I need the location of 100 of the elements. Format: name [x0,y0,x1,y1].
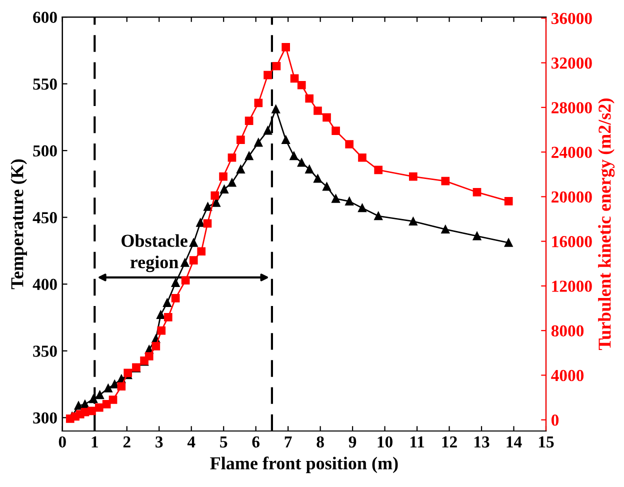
point [272,62,281,70]
point [144,352,154,360]
point [203,219,212,228]
point [322,113,331,122]
y2-axis-title: Turbulent kinetic energy (m2/s2) [598,98,615,350]
point [472,188,482,196]
point [80,400,90,408]
point [282,136,290,144]
point [409,172,418,181]
x-tick-label: 2 [123,436,130,448]
point [117,382,126,391]
point [290,152,298,160]
point [171,294,180,302]
x-axis-title: Flame front position (m) [210,456,398,474]
y-tick-label: 600 [33,12,57,23]
y-axis-title: Temperature (K) [10,159,27,290]
y-tick-label: 300 [33,412,57,424]
point [297,80,306,90]
point [189,238,198,247]
point [152,342,160,350]
y-tick-label: 550 [33,78,57,90]
point [374,212,383,220]
point [290,74,299,83]
point [305,165,314,174]
point [504,196,513,206]
point [157,326,166,335]
y2-tick-label: 28000 [552,102,592,114]
x-tick-label: 4 [187,436,196,448]
point [322,182,331,191]
x-tick-label: 11 [410,436,424,448]
point [228,153,236,162]
point [204,202,212,211]
x-tick-label: 7 [284,436,292,448]
x-tick-label: 12 [442,436,457,448]
point [332,126,340,136]
x-tick-label: 3 [156,436,163,448]
x-tick-label: 8 [316,436,324,448]
point [358,153,366,162]
y2-tick-label: 0 [551,414,559,426]
point [164,313,172,322]
point [156,310,165,319]
y-tick-label: 400 [32,278,57,290]
x-tick-label: 10 [378,436,392,448]
point [441,176,450,186]
point [210,191,220,200]
point [264,126,272,135]
point [358,204,366,212]
y-tick-label: 350 [33,346,57,357]
point [254,98,263,108]
y-tick-label: 450 [32,212,57,224]
point [441,225,450,234]
annotation: Obstacle region [122,234,188,272]
point [272,105,280,114]
point [244,116,254,125]
point [314,106,322,115]
point [88,406,96,416]
x-tick-label: 6 [252,436,260,448]
point [254,138,263,147]
point [163,298,172,307]
point [345,197,354,206]
point [236,165,245,174]
point [228,178,236,187]
point [472,232,482,240]
y2-tick-label: 12000 [552,280,592,292]
point [305,94,314,103]
y2-tick-label: 8000 [551,325,584,337]
y2-tick-label: 32000 [551,57,592,69]
point [409,217,418,226]
point [219,172,228,181]
y2-tick-label: 16000 [552,236,592,248]
x-tick-label: 5 [220,436,228,448]
point [504,238,513,247]
point [197,247,206,256]
point [102,400,111,408]
point [264,70,272,80]
point [220,185,228,194]
point [297,158,306,167]
x-tick-label: 9 [348,436,356,448]
point [180,258,190,267]
point [345,140,354,148]
point [94,403,104,412]
y2-tick-label: 36000 [551,12,592,24]
y2-tick-label: 24000 [552,146,592,158]
x-tick-label: 15 [539,436,554,448]
point [244,152,254,160]
point [189,256,198,264]
y2-tick-label: 20000 [552,191,592,203]
y-tick-label: 500 [33,145,57,157]
point [282,43,290,52]
x-tick-label: 0 [58,436,66,448]
point [171,278,180,287]
point [108,396,118,404]
x-tick-label: 14 [506,436,522,448]
x-tick-label: 1 [92,436,98,448]
point [332,194,340,203]
point [104,384,112,392]
point [374,166,383,174]
x-tick-label: 13 [474,436,490,448]
point [96,390,104,400]
y2-tick-label: 4000 [551,370,584,382]
